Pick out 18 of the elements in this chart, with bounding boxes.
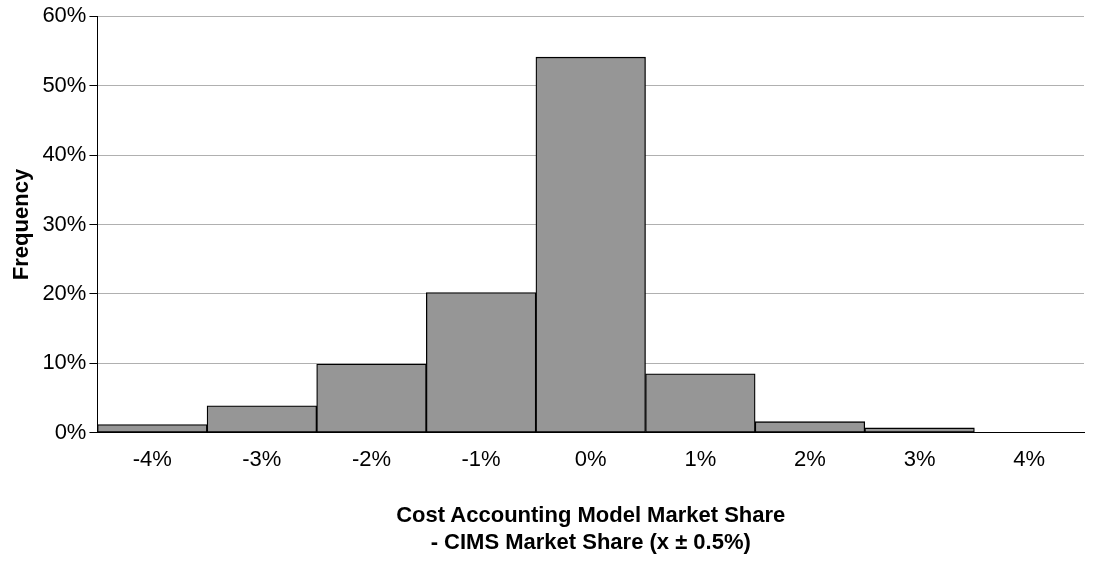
y-axis-title: Frequency bbox=[8, 168, 34, 281]
y-tick-label: 0% bbox=[54, 418, 87, 444]
y-tick-label: 10% bbox=[42, 349, 87, 375]
y-tick-label: 20% bbox=[42, 280, 87, 305]
x-tick-label: -3% bbox=[242, 446, 282, 472]
y-tick-label: 30% bbox=[42, 210, 87, 236]
x-tick-label: 0% bbox=[574, 446, 607, 472]
x-tick-label: -1% bbox=[461, 446, 501, 472]
y-tick-label: 40% bbox=[42, 141, 87, 167]
y-tick-label: 60% bbox=[42, 2, 87, 28]
x-tick-label: -2% bbox=[351, 446, 392, 472]
x-axis-title: Cost Accounting Model Market Share - CIMS Market Share (x ± 0.5%) bbox=[396, 502, 786, 554]
x-tick-label: 3% bbox=[903, 446, 936, 472]
x-tick-label: 2% bbox=[794, 446, 826, 472]
x-tick-label: 1% bbox=[684, 446, 717, 472]
y-tick-label: 50% bbox=[42, 71, 87, 97]
x-tick-label: 4% bbox=[1013, 446, 1046, 472]
x-tick-label: -4% bbox=[132, 446, 172, 472]
